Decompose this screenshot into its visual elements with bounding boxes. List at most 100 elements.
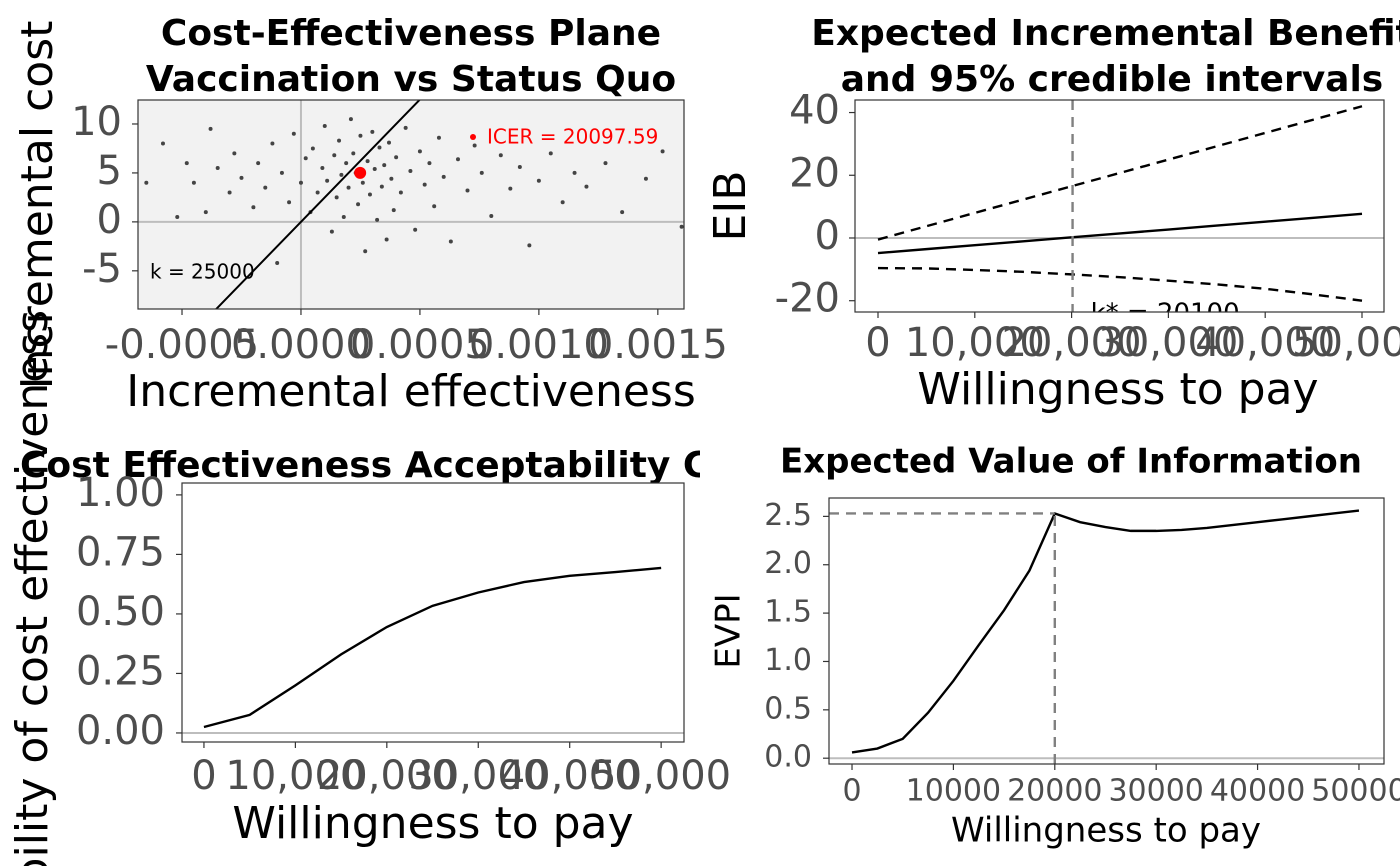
plot-content: ICER = 20097.59 k = 25000 [138,100,803,309]
point [472,143,477,148]
point [584,184,589,189]
y-tick-label: 20 [789,150,840,196]
point [315,190,320,195]
point [175,214,180,219]
plot-area [182,483,684,742]
plot-border [828,497,1385,765]
x-tick-label: 0 [865,320,890,366]
point [367,192,372,197]
point [703,249,707,253]
x-tick-label: 0.0000 [231,322,371,368]
point [548,151,553,156]
point [489,214,494,219]
x-tick-label: 0.0010 [469,322,609,368]
point [498,153,503,158]
y-tick-label: 0.0 [764,740,812,775]
point [422,182,427,187]
plot-content: k* = 20100 [855,100,1384,312]
y-tick-label: 2.5 [764,498,812,533]
point [334,195,339,200]
point [417,149,422,154]
point [377,145,382,150]
chart-title: and 95% credible intervals [841,59,1383,100]
point [320,166,325,171]
plot-border [854,99,1385,313]
point [465,188,470,193]
point [799,137,803,141]
x-axis-label: Incremental effectiveness [126,366,696,417]
point [517,165,522,170]
y-tick-label: -20 [775,276,840,322]
point [232,151,237,156]
title-group: Expected Incremental Benefit and 95% cred… [811,13,1400,100]
point [436,135,441,140]
point [203,210,208,215]
point [329,229,334,234]
plot-area [855,100,1384,312]
y-axis-label: Incremental cost [12,21,63,390]
y-tick-label: -5 [82,246,122,292]
panel: Cost Effectiveness Acceptability Curve Wi… [7,310,801,866]
y-tick-label: 0 [97,197,122,243]
y-tick-label: 1.5 [764,595,812,630]
annotation: k = 25000 [150,260,255,284]
point [479,170,484,175]
chart-title: Vaccination vs Status Quo [146,59,676,100]
point [386,140,391,145]
title-group: Expected Value of Information [780,442,1362,482]
point [270,141,275,146]
series-line [851,509,1360,754]
plot-content [182,566,684,734]
plot-content [829,509,1384,764]
x-tick-label: 0 [842,774,861,809]
x-tick-label: 10,000 [905,320,1045,366]
y-tick-label: 0.75 [76,529,165,575]
point [356,202,361,207]
chart-title: Cost Effectiveness Acceptability Curve [20,445,801,486]
point [384,237,389,242]
legend-marker [470,134,476,140]
wtp-line [214,100,421,309]
point [251,205,256,210]
plot-border [181,482,685,743]
chart-title: Expected Value of Information [780,442,1362,482]
point [144,180,149,185]
point [560,200,565,205]
point [256,161,261,166]
y-axis-label: Probability of cost effectiveness [7,310,58,866]
point [679,224,684,229]
x-tick-label: 30000 [1108,774,1203,809]
point [287,200,292,205]
point [279,170,284,175]
point [643,176,648,181]
point [427,161,432,166]
x-tick-label: 20,000 [1002,320,1142,366]
y-tick-label: 1.0 [764,643,812,678]
point [208,126,213,131]
x-axis-label: Willingness to pay [232,798,633,849]
x-tick-label: 20,000 [317,753,457,799]
point [455,157,460,162]
chart-title: Expected Incremental Benefit [811,13,1400,54]
plot-area [829,498,1384,764]
point [310,146,315,151]
y-tick-label: 0.5 [764,691,812,726]
point [394,155,399,160]
series-line [877,266,1363,302]
point [403,125,408,130]
point [375,217,380,222]
point [398,190,403,195]
panel: Cost-Effectiveness Plane Vaccination vs S… [12,13,803,417]
title-group: Cost-Effectiveness Plane Vaccination vs S… [146,13,676,100]
point [275,260,280,265]
point [348,117,353,122]
point [391,208,396,213]
point [160,141,165,146]
point [358,133,363,138]
point [191,180,196,185]
point [527,243,532,248]
point [303,156,308,161]
point [448,239,453,244]
x-tick-label: 40000 [1210,774,1305,809]
